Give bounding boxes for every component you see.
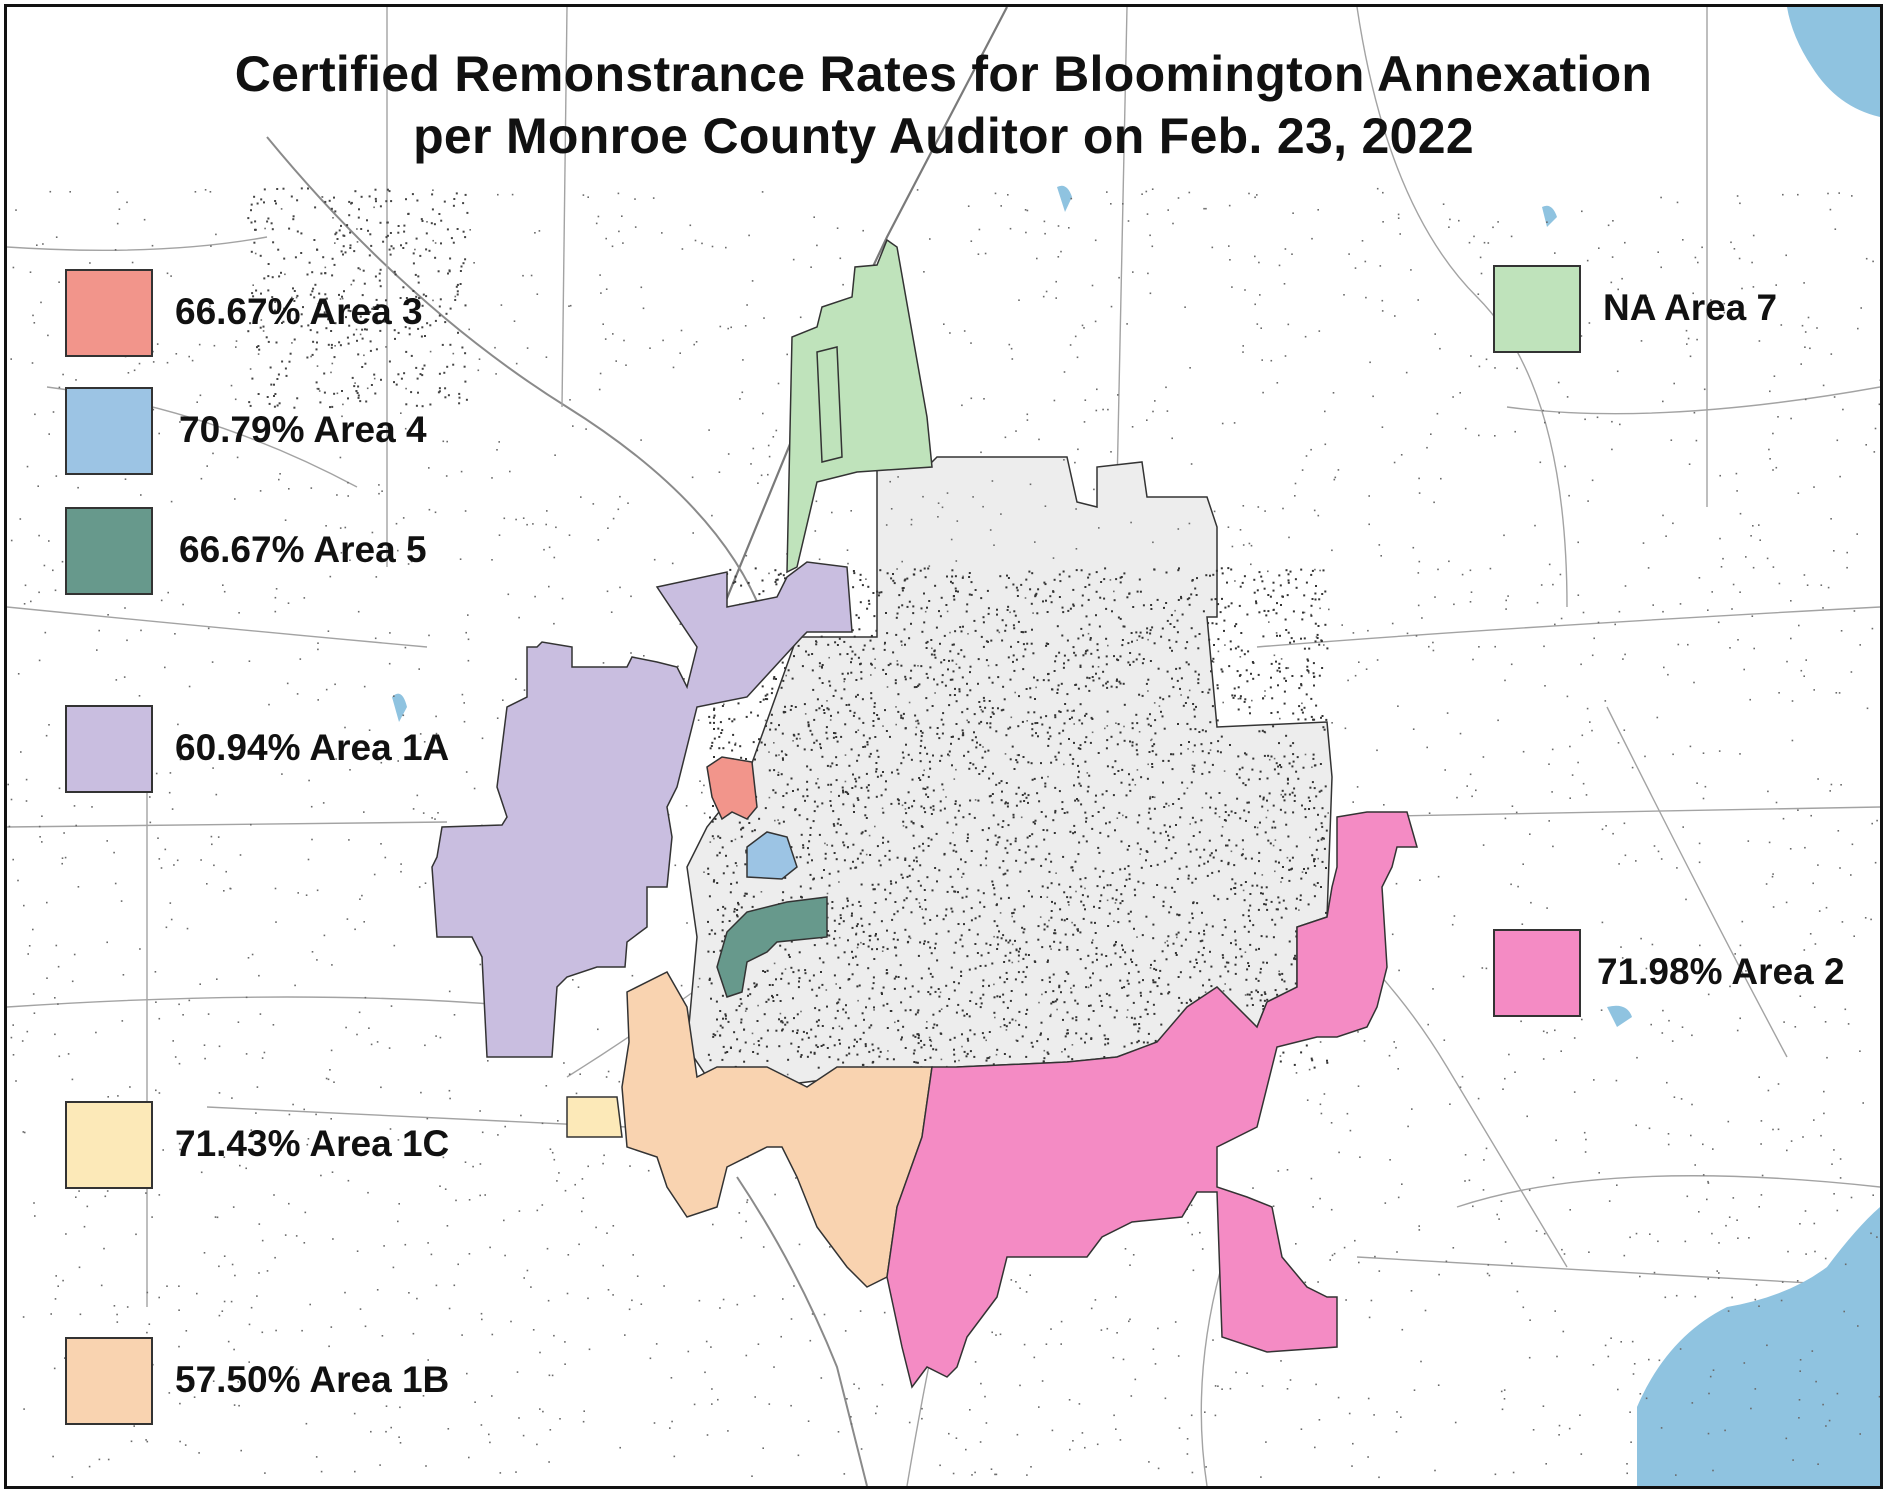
legend-label-area-7: NA Area 7 — [1603, 287, 1778, 328]
legend-swatch-area-1a — [65, 705, 153, 793]
legend-swatch-area-5 — [65, 507, 153, 595]
map-title-line-1: Certified Remonstrance Rates for Bloomin… — [234, 46, 1653, 102]
lake-lemon — [1787, 7, 1880, 117]
annexation-map — [7, 7, 1880, 1486]
legend-label-area-1c: 71.43% Area 1C — [175, 1123, 450, 1164]
area-4-polygon — [746, 831, 798, 880]
area-3-polygon — [706, 756, 758, 821]
map-title-line-2: per Monroe County Auditor on Feb. 23, 20… — [413, 108, 1474, 164]
area-2-polygon — [886, 811, 1418, 1389]
area-7-polygon — [786, 238, 933, 574]
legend-swatch-area-2 — [1493, 929, 1581, 1017]
area-1c-polygon — [566, 1096, 623, 1138]
area-5-polygon — [716, 896, 828, 998]
legend-label-area-3: 66.67% Area 3 — [175, 291, 423, 332]
road-network — [7, 7, 1880, 1486]
legend-swatch-area-1c — [65, 1101, 153, 1189]
legend-label-area-2: 71.98% Area 2 — [1597, 951, 1845, 992]
legend-swatch-area-4 — [65, 387, 153, 475]
area-1b-polygon — [621, 971, 933, 1288]
area-1a-polygon — [431, 561, 853, 1058]
legend-label-area-1b: 57.50% Area 1B — [175, 1359, 450, 1400]
legend-swatch-area-7 — [1493, 265, 1581, 353]
legend-swatch-area-1b — [65, 1337, 153, 1425]
legend-label-area-4: 70.79% Area 4 — [179, 409, 427, 450]
legend-label-area-1a: 60.94% Area 1A — [175, 727, 450, 768]
legend-label-area-5: 66.67% Area 5 — [179, 529, 427, 570]
map-frame: Certified Remonstrance Rates for Bloomin… — [4, 4, 1883, 1489]
legend-swatch-area-3 — [65, 269, 153, 357]
lake-monroe — [1637, 1207, 1880, 1486]
